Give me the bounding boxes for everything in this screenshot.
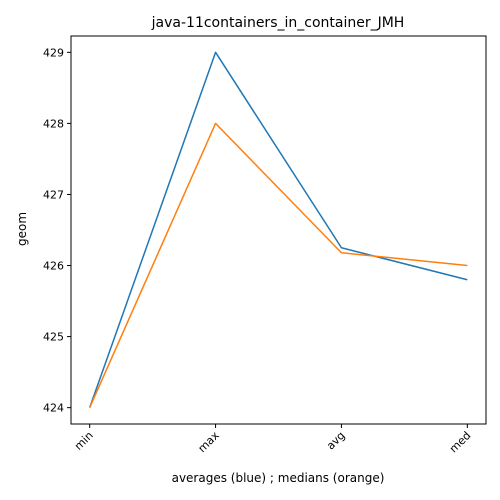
y-tick-label: 426: [43, 260, 64, 273]
plot-frame: [70, 35, 487, 425]
x-axis-label: averages (blue) ; medians (orange): [172, 471, 385, 485]
chart-title: java-11containers_in_container_JMH: [151, 15, 405, 31]
y-tick-label: 428: [43, 117, 64, 130]
y-tick-label: 429: [43, 46, 64, 59]
y-axis-ticks: 424 425 426 427 428 429: [43, 46, 71, 415]
series-line-blue: [88, 51, 468, 408]
y-tick-label: 425: [43, 331, 64, 344]
y-tick-label: 427: [43, 188, 64, 201]
y-tick-label: 424: [43, 402, 64, 415]
series-lines: [88, 51, 468, 408]
series-line-orange: [88, 122, 468, 408]
y-axis-label: geom: [15, 212, 29, 246]
